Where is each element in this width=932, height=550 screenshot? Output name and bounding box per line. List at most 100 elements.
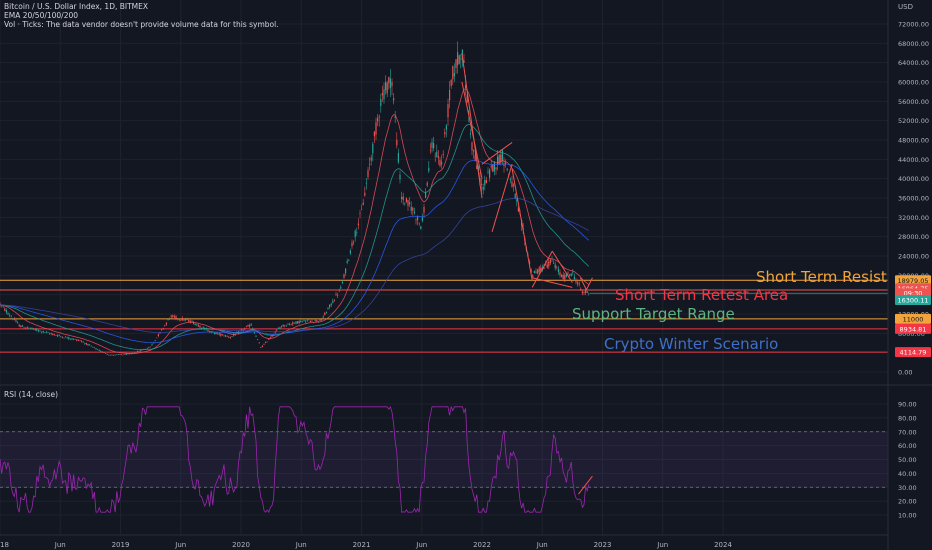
candle-body — [397, 152, 399, 163]
candle-body — [215, 332, 217, 335]
y-tick-label: 68000.00 — [898, 40, 929, 48]
candle-body — [557, 268, 559, 273]
candle-body — [285, 325, 287, 327]
candle-body — [201, 327, 203, 329]
candle-body — [53, 334, 55, 335]
candle-body — [199, 325, 201, 328]
candle-body — [466, 94, 468, 103]
candle-body — [585, 290, 587, 293]
candle-body — [225, 335, 227, 337]
candle-body — [188, 320, 190, 323]
candle-body — [337, 295, 339, 296]
y-tick-label: 56000.00 — [898, 98, 929, 106]
candle-body — [157, 334, 159, 337]
candle-body — [351, 242, 353, 247]
x-tick-label: Jun — [174, 541, 186, 549]
candle-body — [402, 196, 404, 201]
candle-body — [420, 226, 422, 229]
trendline — [551, 250, 573, 283]
candle-body — [361, 209, 363, 210]
candle-body — [122, 354, 124, 356]
candle-body — [434, 155, 436, 157]
candle-body — [501, 149, 503, 162]
candle-body — [316, 319, 318, 322]
candle-body — [287, 323, 289, 325]
candle-body — [137, 350, 139, 352]
candle-body — [81, 341, 83, 342]
rsi-line — [0, 405, 590, 514]
candle-body — [119, 354, 121, 355]
candle-body — [439, 159, 441, 166]
x-tick-label: Jun — [536, 541, 548, 549]
candle-body — [573, 276, 575, 280]
candle-body — [381, 92, 383, 96]
candle-body — [295, 321, 297, 324]
candle-body — [431, 141, 433, 149]
candle-body — [497, 156, 499, 165]
y-tick-label: 32000.00 — [898, 214, 929, 222]
candle-body — [476, 165, 478, 170]
candle-body — [186, 319, 188, 320]
trendline — [531, 250, 553, 288]
rsi-band — [0, 431, 888, 488]
candle-body — [10, 316, 12, 318]
candle-body — [386, 82, 388, 94]
candle-body — [450, 79, 452, 87]
candle-body — [353, 241, 355, 243]
candle-body — [364, 192, 366, 196]
candle-body — [540, 267, 542, 272]
candle-body — [297, 320, 299, 324]
candle-body — [437, 156, 439, 159]
candle-body — [311, 320, 313, 322]
candle-body — [345, 268, 347, 274]
candle-body — [396, 139, 398, 146]
rsi-tick-label: 10.00 — [898, 512, 917, 520]
candle-body — [63, 337, 65, 339]
candle-body — [559, 272, 561, 275]
candle-body — [129, 353, 131, 355]
candle-body — [413, 211, 415, 214]
candle-body — [546, 264, 548, 268]
candle-body — [103, 352, 105, 353]
annotation-resistance: Short Term Resist — [756, 268, 887, 286]
candle-body — [234, 334, 236, 336]
trendline — [532, 277, 573, 288]
candle-body — [1, 305, 3, 306]
candle-body — [327, 307, 329, 309]
candle-body — [5, 310, 7, 313]
candle-body — [151, 344, 153, 346]
candle-body — [447, 104, 449, 118]
candle-body — [469, 133, 471, 135]
candle-body — [290, 324, 292, 325]
candle-body — [314, 319, 316, 321]
candle-body — [401, 196, 403, 199]
candle-body — [197, 325, 199, 327]
candle-body — [244, 328, 246, 329]
candle-body — [121, 354, 123, 356]
candle-body — [223, 335, 225, 337]
candle-body — [428, 167, 430, 172]
ema-line — [0, 160, 590, 344]
price-axis-bg — [888, 0, 932, 550]
candle-body — [465, 85, 467, 89]
candle-body — [177, 318, 179, 319]
annotation-retest: Short Term Retest Area — [615, 286, 789, 304]
candle-body — [263, 344, 265, 345]
y-tick-label: 36000.00 — [898, 195, 929, 203]
candle-body — [36, 329, 38, 331]
candle-body — [410, 206, 412, 211]
candle-body — [517, 207, 519, 212]
candle-body — [218, 333, 220, 335]
candle-body — [575, 280, 577, 283]
candle-body — [41, 331, 43, 333]
candle-body — [105, 353, 107, 354]
candle-body — [47, 332, 49, 333]
candle-body — [436, 151, 438, 158]
candle-body — [90, 345, 92, 347]
y-tick-label: 24000.00 — [898, 253, 929, 261]
candle-body — [261, 345, 263, 347]
chart-title: Bitcoin / U.S. Dollar Index, 1D, BITMEX — [4, 2, 149, 11]
candle-body — [247, 325, 249, 327]
candle-body — [482, 186, 484, 190]
price-label-bg — [895, 323, 931, 334]
